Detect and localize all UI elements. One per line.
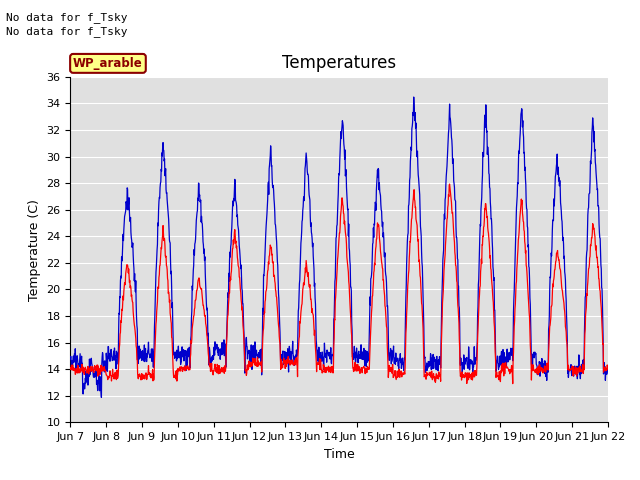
X-axis label: Time: Time [324,448,355,461]
Text: No data for f_Tsky: No data for f_Tsky [6,12,128,23]
Text: WP_arable: WP_arable [73,57,143,70]
Y-axis label: Temperature (C): Temperature (C) [28,199,41,300]
Title: Temperatures: Temperatures [282,54,396,72]
Text: No data for f_Tsky: No data for f_Tsky [6,26,128,37]
